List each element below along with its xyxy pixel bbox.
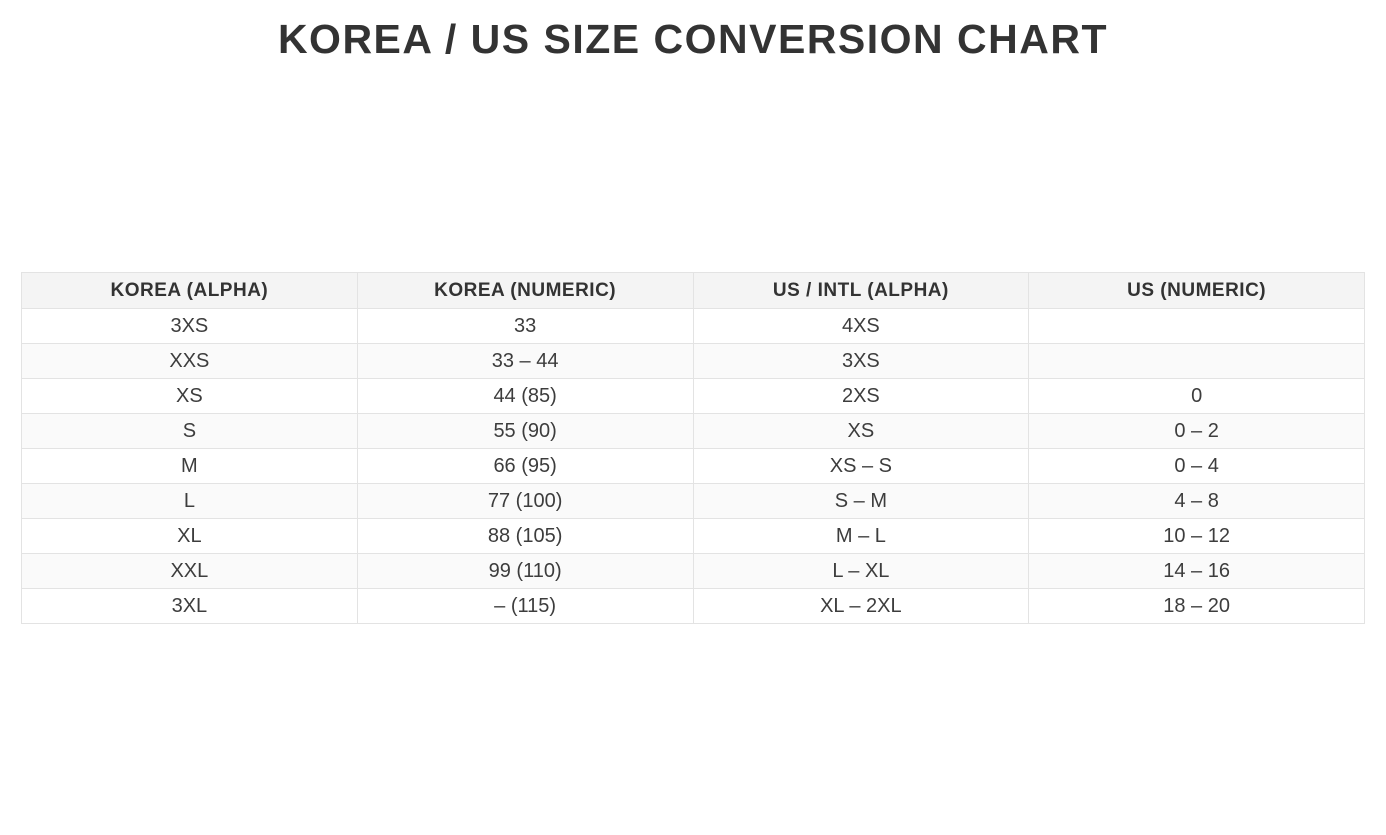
table-cell: 55 (90) <box>356 413 694 449</box>
table-cell: 33 – 44 <box>356 343 694 379</box>
page-title: KOREA / US SIZE CONVERSION CHART <box>277 16 1109 62</box>
table-row: 3XS 33 4XS <box>21 308 1365 344</box>
column-header-us-numeric: US (NUMERIC) <box>1028 272 1365 309</box>
table-cell: XS <box>692 413 1030 449</box>
table-cell: S – M <box>692 483 1030 519</box>
table-cell: XS <box>21 378 358 414</box>
column-header-us-intl-alpha: US / INTL (ALPHA) <box>692 272 1030 309</box>
table-header-row: KOREA (ALPHA) KOREA (NUMERIC) US / INTL … <box>21 272 1365 309</box>
table-cell: 4 – 8 <box>1028 483 1365 519</box>
table-row: 3XL – (115) XL – 2XL 18 – 20 <box>21 588 1365 624</box>
size-conversion-table: KOREA (ALPHA) KOREA (NUMERIC) US / INTL … <box>21 272 1365 624</box>
table-header: KOREA (ALPHA) KOREA (NUMERIC) US / INTL … <box>21 272 1365 309</box>
table-cell: 33 <box>356 308 694 344</box>
table-cell: L – XL <box>692 553 1030 589</box>
column-header-korea-alpha: KOREA (ALPHA) <box>21 272 358 309</box>
table-cell: L <box>21 483 358 519</box>
table-row: XXL 99 (110) L – XL 14 – 16 <box>21 553 1365 589</box>
table-row: L 77 (100) S – M 4 – 8 <box>21 483 1365 519</box>
table-cell: S <box>21 413 358 449</box>
table-cell: XXS <box>21 343 358 379</box>
table-cell: 44 (85) <box>356 378 694 414</box>
table-cell: M – L <box>692 518 1030 554</box>
table-cell: 18 – 20 <box>1028 588 1365 624</box>
table-cell <box>1028 308 1365 344</box>
table-cell: XS – S <box>692 448 1030 484</box>
table-cell: 14 – 16 <box>1028 553 1365 589</box>
table-cell: 3XL <box>21 588 358 624</box>
table-cell <box>1028 343 1365 379</box>
table-cell: 0 – 4 <box>1028 448 1365 484</box>
table-cell: 3XS <box>21 308 358 344</box>
table-cell: 0 – 2 <box>1028 413 1365 449</box>
table-cell: 66 (95) <box>356 448 694 484</box>
table-cell: – (115) <box>356 588 694 624</box>
table-cell: 0 <box>1028 378 1365 414</box>
table-cell: XL <box>21 518 358 554</box>
table-row: M 66 (95) XS – S 0 – 4 <box>21 448 1365 484</box>
table-cell: 10 – 12 <box>1028 518 1365 554</box>
table-cell: 2XS <box>692 378 1030 414</box>
table-row: XXS 33 – 44 3XS <box>21 343 1365 379</box>
table-cell: 88 (105) <box>356 518 694 554</box>
table-cell: 3XS <box>692 343 1030 379</box>
table-body: 3XS 33 4XS XXS 33 – 44 3XS XS 44 (85) 2X… <box>21 308 1365 624</box>
table-cell: 99 (110) <box>356 553 694 589</box>
table-row: XL 88 (105) M – L 10 – 12 <box>21 518 1365 554</box>
table-cell: M <box>21 448 358 484</box>
table-cell: XL – 2XL <box>692 588 1030 624</box>
table-cell: 77 (100) <box>356 483 694 519</box>
table-row: S 55 (90) XS 0 – 2 <box>21 413 1365 449</box>
column-header-korea-numeric: KOREA (NUMERIC) <box>356 272 694 309</box>
table-cell: XXL <box>21 553 358 589</box>
table-cell: 4XS <box>692 308 1030 344</box>
table-row: XS 44 (85) 2XS 0 <box>21 378 1365 414</box>
